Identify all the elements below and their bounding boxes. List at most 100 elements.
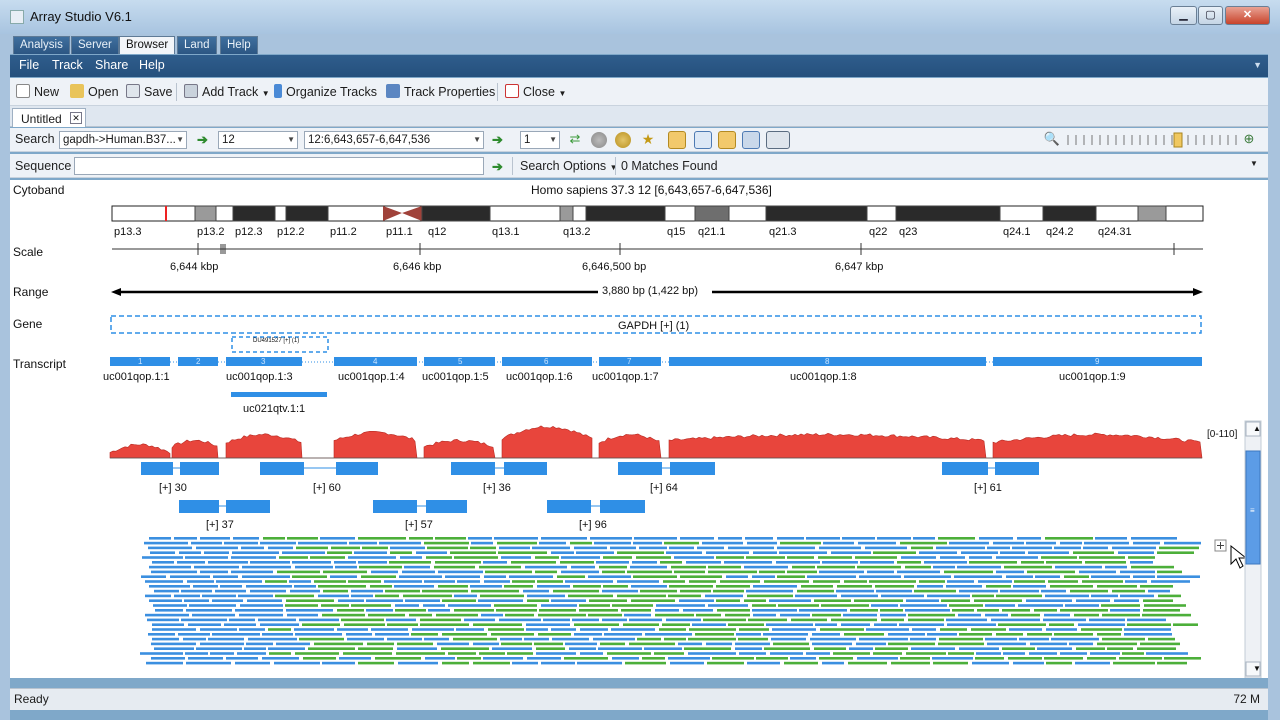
- scrollbar-thumb[interactable]: [1245, 450, 1261, 565]
- transcript-label[interactable]: uc001qop.1:4: [338, 371, 405, 383]
- transcript-label[interactable]: uc001qop.1:6: [506, 371, 573, 383]
- read: [479, 652, 505, 655]
- forward-icon[interactable]: [615, 132, 631, 148]
- open-button[interactable]: Open: [70, 84, 119, 99]
- read: [696, 613, 721, 617]
- transcript-label[interactable]: uc021qtv.1:1: [243, 403, 306, 415]
- menu-track[interactable]: Track: [52, 58, 83, 72]
- organize-tracks-button[interactable]: Organize Tracks: [274, 84, 377, 99]
- junction-label[interactable]: [+] 61: [974, 482, 1002, 494]
- read: [1050, 585, 1093, 588]
- tab-browser[interactable]: Browser: [119, 36, 176, 54]
- menu-overflow-icon[interactable]: ▼: [1253, 60, 1262, 70]
- read: [670, 661, 704, 665]
- read: [668, 594, 701, 598]
- read: [683, 609, 713, 612]
- chromosome-select[interactable]: 12 ▼: [218, 131, 298, 149]
- transcript-label[interactable]: uc001qop.1:8: [790, 371, 857, 383]
- go-arrow-icon[interactable]: ➔: [197, 132, 208, 147]
- read: [739, 652, 766, 655]
- tab-analysis[interactable]: Analysis: [13, 36, 70, 54]
- scroll-down-button[interactable]: [1245, 661, 1261, 677]
- junction-label[interactable]: [+] 60: [313, 482, 341, 494]
- read: [343, 652, 392, 655]
- gene-gapdh-box[interactable]: [110, 315, 1202, 334]
- transcript-label[interactable]: uc001qop.1:5: [422, 371, 489, 383]
- read: [454, 609, 494, 612]
- close-tab-icon[interactable]: ✕: [70, 112, 82, 124]
- junction-label[interactable]: [+] 30: [159, 482, 187, 494]
- go-region-icon[interactable]: ➔: [492, 132, 503, 147]
- close-track-button[interactable]: Close ▼: [505, 84, 566, 99]
- junction-label[interactable]: [+] 96: [579, 519, 607, 531]
- junction-label[interactable]: [+] 57: [405, 519, 433, 531]
- scroll-up-button[interactable]: [1245, 421, 1261, 437]
- read: [238, 594, 273, 598]
- read: [541, 661, 575, 665]
- zoom-slider[interactable]: [1064, 131, 1240, 149]
- zoom-out-icon[interactable]: 🔍: [1043, 131, 1061, 146]
- zoom-region-icon[interactable]: [718, 131, 736, 149]
- read: [703, 618, 746, 622]
- select-pointer-icon[interactable]: [668, 131, 686, 149]
- read: [756, 657, 788, 660]
- refresh-icon[interactable]: ⇄: [569, 131, 581, 146]
- zoom-in-icon[interactable]: ⊕: [1243, 131, 1255, 146]
- minimize-button[interactable]: ▁: [1170, 6, 1197, 25]
- sequence-input[interactable]: [74, 157, 484, 175]
- export-image-icon[interactable]: [766, 131, 790, 149]
- read: [1120, 570, 1155, 574]
- transcript-label[interactable]: uc001qop.1:1: [103, 371, 170, 383]
- genome-browser-canvas[interactable]: Cytoband Scale Range Gene Transcript Hom…: [10, 180, 1268, 678]
- read: [193, 585, 218, 588]
- gene-small-label[interactable]: DU491527 [+] (1): [253, 338, 300, 344]
- tab-land[interactable]: Land: [177, 36, 217, 54]
- read: [351, 589, 383, 593]
- read: [814, 599, 851, 602]
- read: [764, 580, 809, 583]
- menu-file[interactable]: File: [19, 58, 40, 72]
- read: [314, 580, 346, 583]
- read: [152, 623, 184, 626]
- cytoband-label: q12: [428, 226, 447, 238]
- copy-view-icon[interactable]: [742, 131, 760, 149]
- layout-icon[interactable]: [694, 131, 712, 149]
- doc-tab-untitled[interactable]: Untitled ✕: [12, 108, 86, 127]
- new-button[interactable]: New: [16, 84, 59, 99]
- add-track-button[interactable]: Add Track ▼: [184, 84, 270, 99]
- menu-share[interactable]: Share: [95, 58, 129, 72]
- read: [286, 599, 334, 602]
- transcript-label[interactable]: uc001qop.1:9: [1059, 371, 1126, 383]
- read: [837, 585, 872, 588]
- read: [1049, 623, 1074, 626]
- count-select[interactable]: 1 ▼: [520, 131, 560, 149]
- zoom-slider-thumb[interactable]: [1173, 132, 1183, 148]
- read: [322, 613, 365, 617]
- read: [957, 565, 1001, 569]
- bookmark-star-icon[interactable]: ★: [641, 131, 655, 147]
- genome-select[interactable]: gapdh->Human.B37... ▼: [59, 131, 187, 149]
- gene-label[interactable]: GAPDH [+] (1): [618, 320, 690, 332]
- region-input[interactable]: 12:6,643,657-6,647,536 ▼: [304, 131, 484, 149]
- tab-help[interactable]: Help: [220, 36, 258, 54]
- menu-help[interactable]: Help: [139, 58, 165, 72]
- sequence-overflow-icon[interactable]: ▼: [1250, 159, 1258, 168]
- save-button[interactable]: Save: [126, 84, 173, 99]
- sequence-search-icon[interactable]: ➔: [492, 159, 503, 174]
- track-properties-button[interactable]: Track Properties: [386, 84, 495, 99]
- transcript-label[interactable]: uc001qop.1:7: [592, 371, 659, 383]
- tab-server[interactable]: Server: [71, 36, 119, 54]
- transcript-label[interactable]: uc001qop.1:3: [226, 371, 293, 383]
- junction-label[interactable]: [+] 64: [650, 482, 678, 494]
- back-icon[interactable]: [591, 132, 607, 148]
- read: [557, 575, 585, 578]
- splice-junctions[interactable]: [141, 462, 1039, 513]
- search-options-button[interactable]: Search Options ▼: [520, 159, 618, 173]
- read: [777, 537, 804, 540]
- junction-label[interactable]: [+] 36: [483, 482, 511, 494]
- close-window-button[interactable]: ✕: [1225, 6, 1270, 25]
- maximize-button[interactable]: ▢: [1198, 6, 1223, 25]
- transcript-exons[interactable]: [110, 357, 1202, 397]
- junction-label[interactable]: [+] 37: [206, 519, 234, 531]
- read: [148, 546, 192, 550]
